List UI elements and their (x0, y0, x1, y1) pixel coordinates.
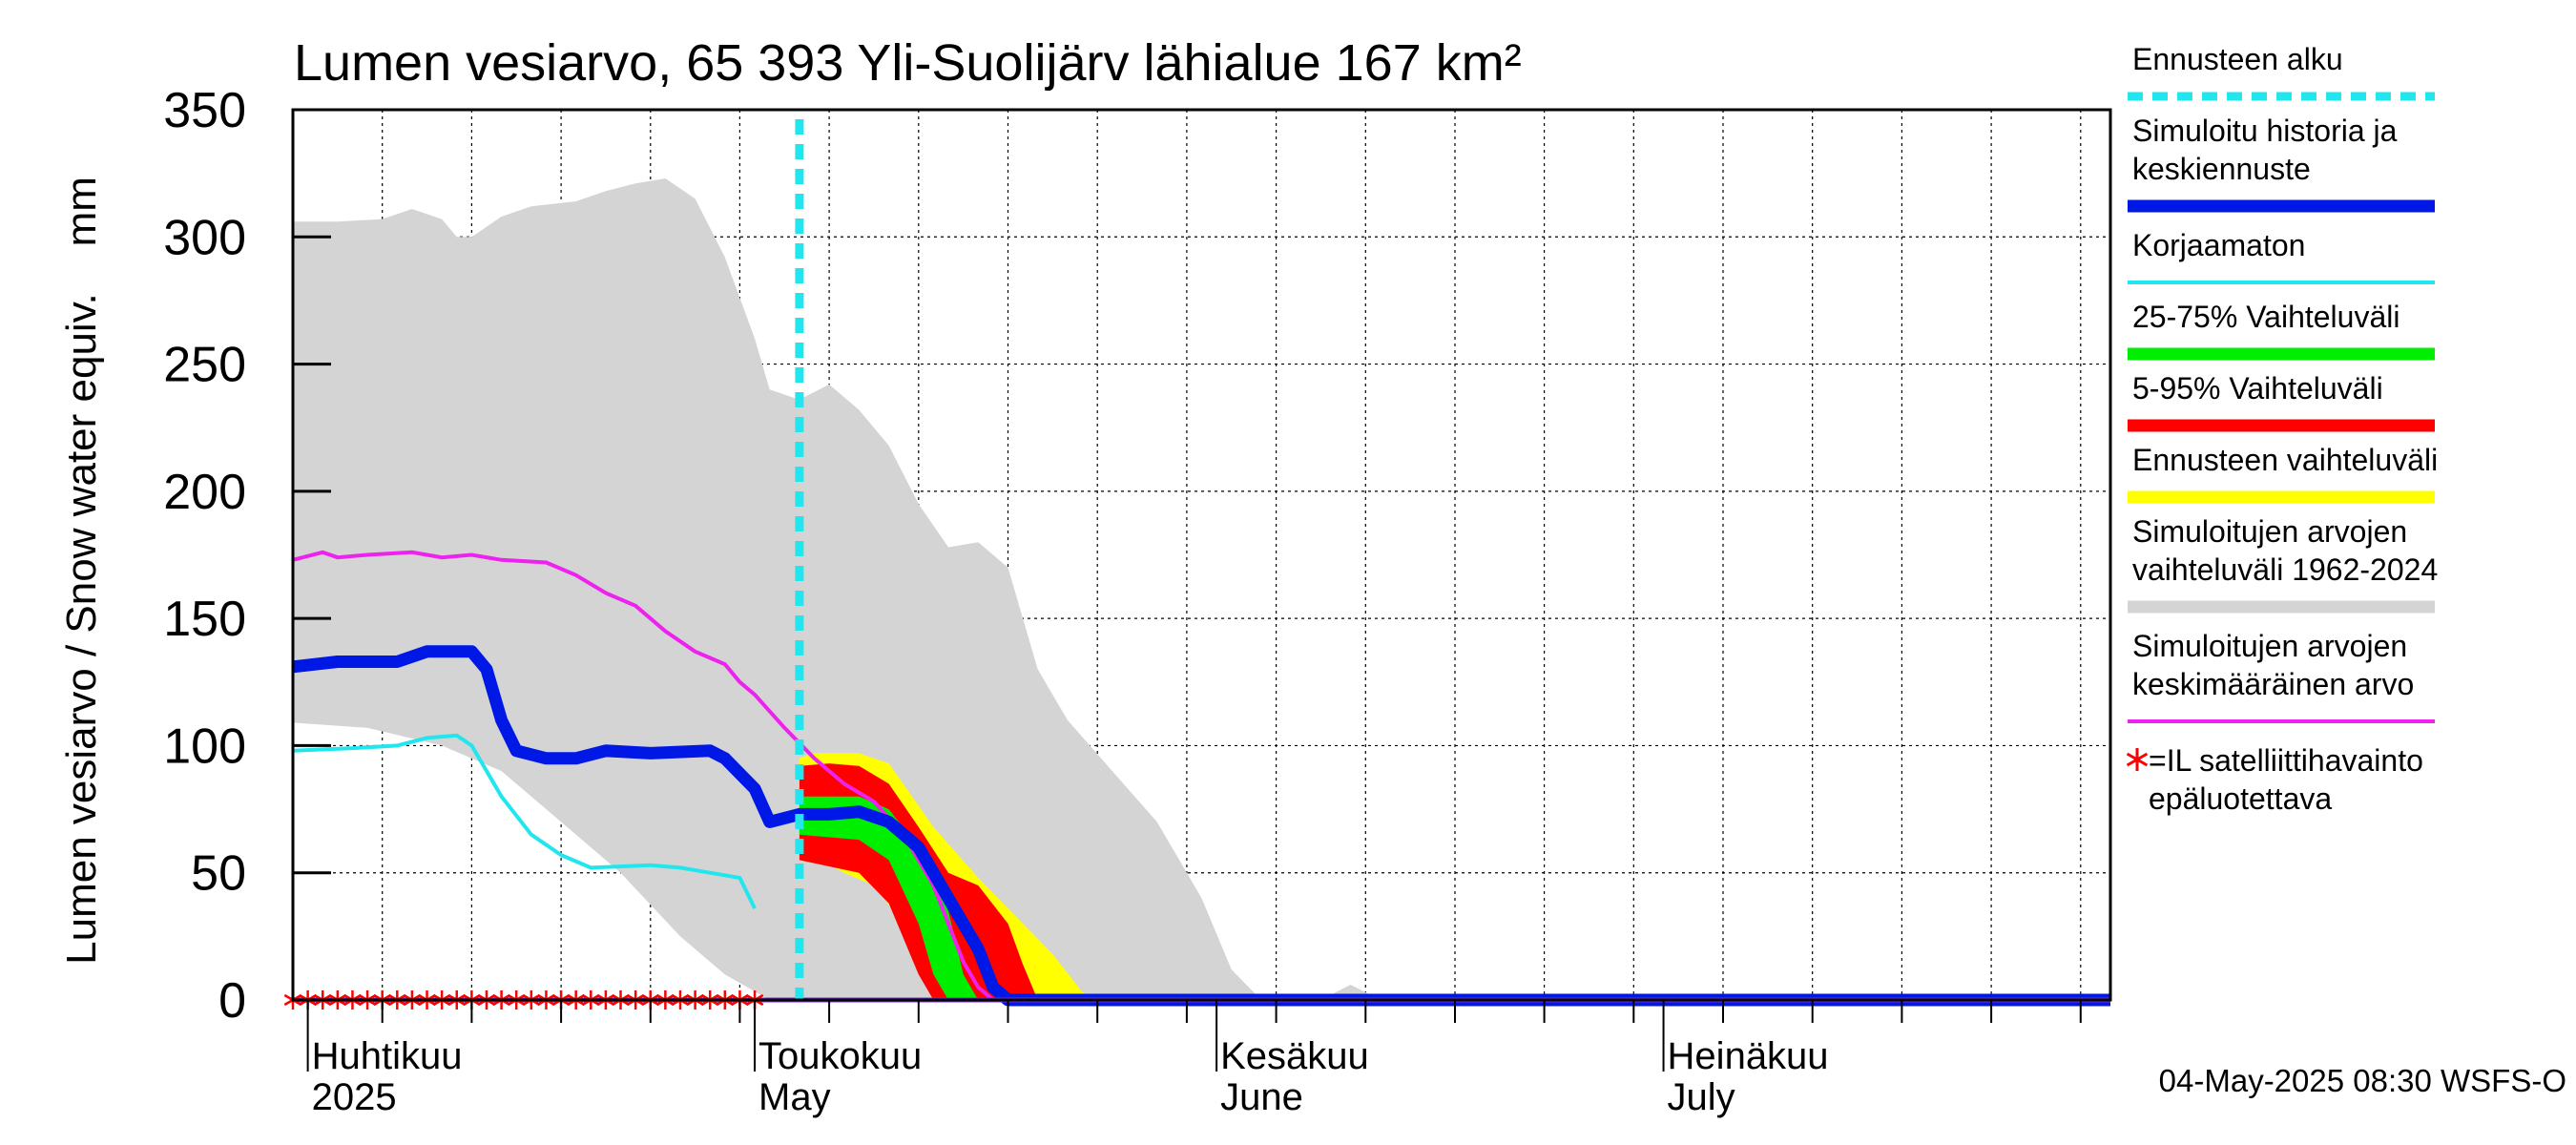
month-sublabel: 2025 (312, 1076, 397, 1118)
month-label: Toukokuu (758, 1035, 922, 1077)
legend-label: keskiennuste (2132, 152, 2311, 186)
legend-label: vaihteluväli 1962-2024 (2132, 552, 2438, 587)
legend-label: 5-95% Vaihteluväli (2132, 371, 2383, 406)
y-tick-label: 300 (163, 210, 246, 265)
range-25-75-band (799, 796, 979, 1000)
y-tick-label: 50 (191, 846, 246, 902)
y-tick-label: 200 (163, 465, 246, 520)
legend-item: Ennusteen alku (2128, 42, 2435, 101)
legend-item: 5-95% Vaihteluväli (2128, 371, 2435, 432)
y-tick-label: 150 (163, 592, 246, 647)
y-tick-label: 250 (163, 338, 246, 393)
legend-star-stroke (2126, 752, 2149, 767)
month-sublabel: July (1668, 1076, 1735, 1118)
legend-label: keskimääräinen arvo (2132, 667, 2414, 701)
legend-label: epäluotettava (2149, 781, 2332, 816)
historical-mean-line (292, 550, 2110, 1002)
legend: Ennusteen alku Simuloitu historia ja keski… (2126, 42, 2438, 816)
legend-item: Korjaamaton (2128, 228, 2435, 284)
legend-label: Simuloitu historia ja (2132, 114, 2398, 148)
uncorrected-line (292, 733, 757, 909)
month-sublabel: June (1220, 1076, 1303, 1118)
legend-label: Ennusteen alku (2132, 42, 2343, 76)
legend-star-icon (2126, 748, 2149, 771)
y-tick-label: 350 (163, 83, 246, 138)
timestamp: 04-May-2025 08:30 WSFS-O (2159, 1063, 2566, 1098)
y-tick-label: 0 (218, 973, 246, 1029)
simulated-history-line (292, 645, 2110, 1007)
y-tick-label: 100 (163, 718, 246, 774)
legend-label: Simuloitujen arvojen (2132, 514, 2407, 549)
legend-label: 25-75% Vaihteluväli (2132, 300, 2399, 334)
legend-label: Ennusteen vaihteluväli (2132, 443, 2438, 477)
chart-title: Lumen vesiarvo, 65 393 Yli-Suolijärv läh… (294, 34, 1522, 92)
legend-label: =IL satelliittihavainto (2149, 743, 2423, 778)
month-sublabel: May (758, 1076, 831, 1118)
legend-label: Simuloitujen arvojen (2132, 629, 2407, 663)
legend-item: Ennusteen vaihteluväli (2128, 443, 2438, 504)
legend-item: 25-75% Vaihteluväli (2128, 300, 2435, 361)
historical-range-band (293, 178, 2110, 1000)
plot-frame (291, 108, 2112, 1002)
month-label: Kesäkuu (1220, 1035, 1369, 1077)
month-label: Heinäkuu (1668, 1035, 1829, 1077)
month-label: Huhtikuu (312, 1035, 463, 1077)
legend-item: Simuloitu historia ja keskiennuste (2128, 114, 2435, 213)
legend-label: Korjaamaton (2132, 228, 2305, 262)
y-axis-label: Lumen vesiarvo / Snow water equiv. mm (58, 177, 105, 965)
legend-item: Simuloitujen arvojen keskimääräinen arvo (2128, 629, 2435, 723)
